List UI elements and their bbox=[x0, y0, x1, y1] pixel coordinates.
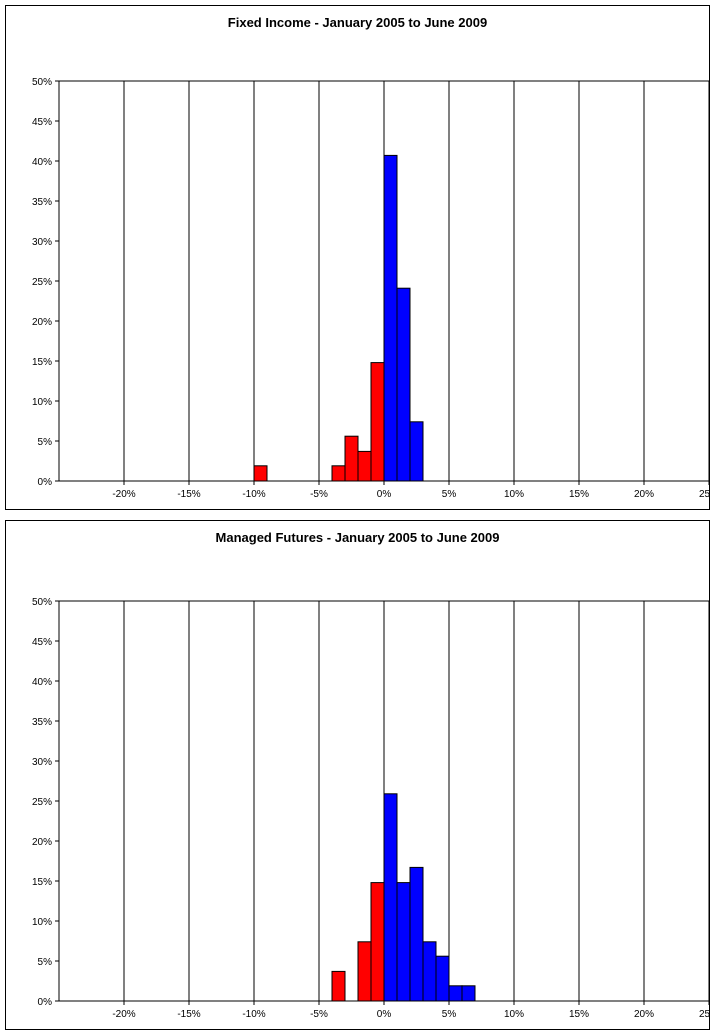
x-tick-label: 20% bbox=[634, 489, 654, 500]
y-tick-label: 5% bbox=[38, 437, 53, 448]
histogram-bar bbox=[448, 985, 463, 1002]
x-tick-label: -10% bbox=[242, 1009, 265, 1020]
y-tick-label: 20% bbox=[32, 317, 52, 328]
histogram-bar bbox=[370, 882, 385, 1002]
chart-title: Managed Futures - January 2005 to June 2… bbox=[215, 530, 500, 545]
histogram-bar bbox=[344, 435, 359, 482]
x-tick-label: -15% bbox=[177, 1009, 200, 1020]
x-tick-label: 5% bbox=[442, 489, 457, 500]
y-tick-label: 0% bbox=[38, 477, 53, 488]
x-tick-label: -20% bbox=[112, 1009, 135, 1020]
y-tick-label: 20% bbox=[32, 837, 52, 848]
y-tick-label: 40% bbox=[32, 677, 52, 688]
x-tick-label: 10% bbox=[504, 489, 524, 500]
fixed-income-chart: Fixed Income - January 2005 to June 2009… bbox=[5, 5, 710, 510]
histogram-bar bbox=[435, 955, 450, 1002]
y-tick-label: 5% bbox=[38, 957, 53, 968]
x-tick-label: 25% bbox=[699, 489, 710, 500]
y-tick-label: 40% bbox=[32, 157, 52, 168]
x-tick-label: 5% bbox=[442, 1009, 457, 1020]
x-tick-label: 15% bbox=[569, 1009, 589, 1020]
histogram-bar bbox=[383, 793, 398, 1002]
x-tick-label: 25% bbox=[699, 1009, 710, 1020]
histogram-bar bbox=[396, 287, 411, 482]
y-tick-label: 35% bbox=[32, 197, 52, 208]
x-tick-label: -5% bbox=[310, 1009, 328, 1020]
histogram-bar bbox=[461, 985, 476, 1002]
x-tick-label: -5% bbox=[310, 489, 328, 500]
x-tick-label: 0% bbox=[377, 489, 392, 500]
y-tick-label: 45% bbox=[32, 637, 52, 648]
managed-futures-plot: -20% -15% -10% -5% 0% 5% 10% 15% 20% 25% 0% 5% 10% 15… bbox=[32, 597, 710, 1020]
x-tick-label: -10% bbox=[242, 489, 265, 500]
fixed-income-plot: -20% -15% -10% -5% 0% 5% 10% 15% 20% 25% 0% 5% 10% 15… bbox=[32, 77, 710, 500]
y-tick-label: 30% bbox=[32, 757, 52, 768]
chart-title: Fixed Income - January 2005 to June 2009 bbox=[227, 15, 488, 30]
histogram-bar bbox=[331, 465, 346, 482]
histogram-bar bbox=[331, 970, 346, 1002]
histogram-bar bbox=[396, 882, 411, 1002]
y-tick-label: 15% bbox=[32, 877, 52, 888]
y-tick-label: 25% bbox=[32, 797, 52, 808]
y-tick-label: 50% bbox=[32, 77, 52, 88]
histogram-bar bbox=[409, 866, 424, 1002]
y-tick-label: 35% bbox=[32, 717, 52, 728]
histogram-bar bbox=[370, 362, 385, 482]
y-tick-label: 10% bbox=[32, 917, 52, 928]
y-tick-label: 0% bbox=[38, 997, 53, 1008]
histogram-bar bbox=[253, 465, 268, 482]
x-tick-label: -20% bbox=[112, 489, 135, 500]
histogram-bar bbox=[422, 941, 437, 1002]
histogram-bar bbox=[409, 421, 424, 482]
x-tick-label: 0% bbox=[377, 1009, 392, 1020]
managed-futures-chart: Managed Futures - January 2005 to June 2… bbox=[5, 520, 710, 1030]
y-tick-label: 15% bbox=[32, 357, 52, 368]
histogram-bar bbox=[383, 154, 398, 482]
histogram-bar bbox=[357, 450, 372, 482]
y-tick-label: 25% bbox=[32, 277, 52, 288]
x-tick-label: 15% bbox=[569, 489, 589, 500]
histogram-bar bbox=[357, 941, 372, 1002]
x-tick-label: 20% bbox=[634, 1009, 654, 1020]
y-tick-label: 50% bbox=[32, 597, 52, 608]
y-tick-label: 30% bbox=[32, 237, 52, 248]
y-tick-label: 45% bbox=[32, 117, 52, 128]
x-tick-label: 10% bbox=[504, 1009, 524, 1020]
y-tick-label: 10% bbox=[32, 397, 52, 408]
x-tick-label: -15% bbox=[177, 489, 200, 500]
